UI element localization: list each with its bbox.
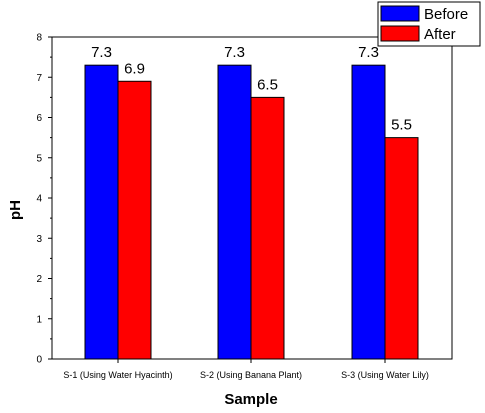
- y-tick-label: 7: [36, 73, 42, 84]
- bar-after: [384, 137, 419, 360]
- legend-swatch: [380, 5, 420, 22]
- y-tick-label: 5: [36, 153, 42, 164]
- data-labels: 7.3 6.9 7.3 6.5 7.3 5.5: [91, 44, 412, 133]
- data-label: 6.5: [257, 76, 278, 93]
- y-tick-label: 8: [36, 33, 42, 44]
- y-tick-label: 3: [36, 234, 42, 245]
- data-label: 6.9: [124, 60, 145, 77]
- y-tick-label: 6: [36, 113, 42, 124]
- legend: Before After: [377, 1, 481, 47]
- bar-before: [351, 64, 386, 360]
- data-label: 7.3: [91, 44, 112, 61]
- y-axis-title: pH: [7, 200, 24, 220]
- bar-before: [217, 64, 252, 360]
- bar-before: [84, 64, 119, 360]
- y-tick-label: 0: [36, 355, 42, 366]
- data-label: 5.5: [391, 117, 412, 134]
- legend-label: Before: [424, 6, 468, 23]
- y-tick-label: 2: [36, 274, 42, 285]
- x-axis-title: Sample: [224, 391, 277, 408]
- bars: [84, 64, 419, 360]
- bar-after: [250, 96, 285, 360]
- legend-label: After: [424, 26, 456, 43]
- legend-swatch: [380, 25, 420, 42]
- data-label: 7.3: [358, 44, 379, 61]
- bar-after: [117, 80, 152, 360]
- data-label: 7.3: [224, 44, 245, 61]
- x-tick-label: S-3 (Using Water Lily): [341, 370, 429, 380]
- y-tick-label: 1: [36, 314, 42, 325]
- x-tick-label: S-2 (Using Banana Plant): [200, 370, 302, 380]
- x-tick-label: S-1 (Using Water Hyacinth): [63, 370, 172, 380]
- y-tick-label: 4: [36, 194, 42, 205]
